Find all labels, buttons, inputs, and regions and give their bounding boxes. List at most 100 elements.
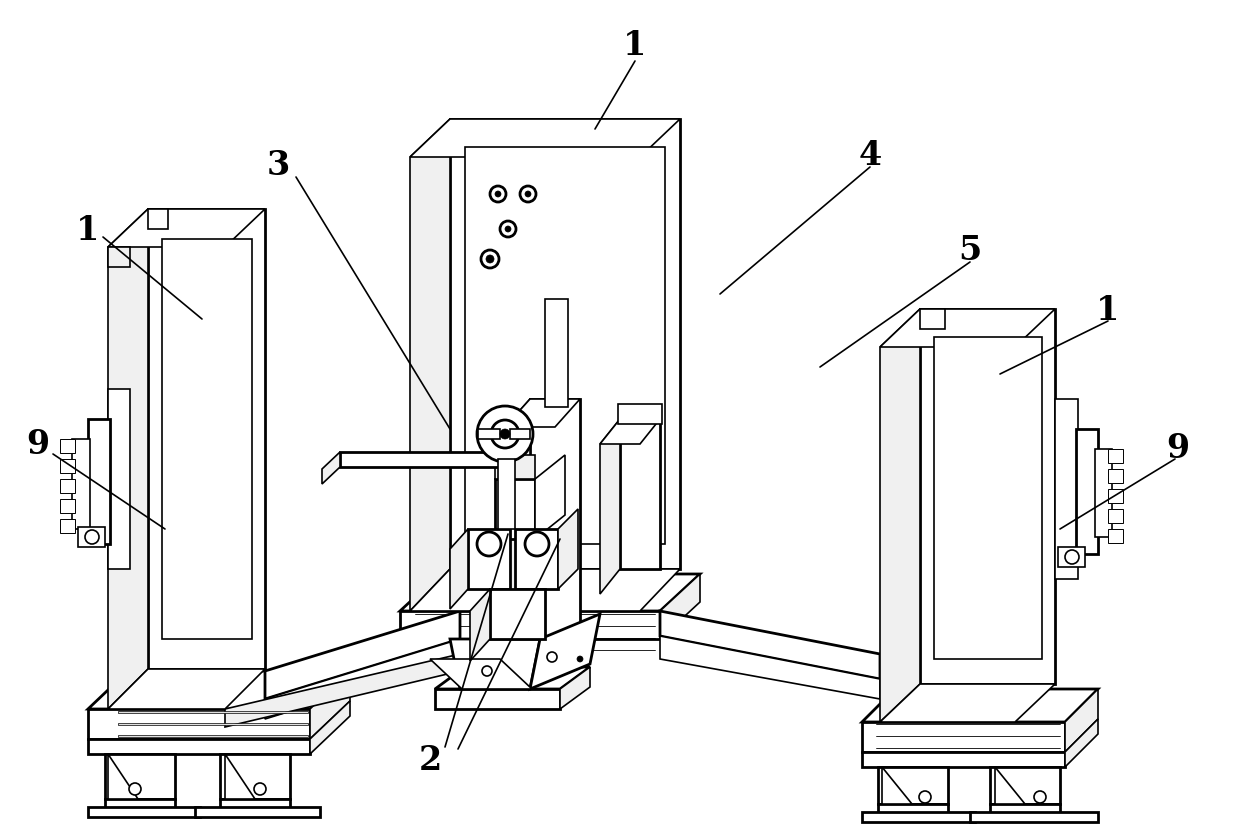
Polygon shape: [600, 420, 660, 445]
Polygon shape: [410, 570, 680, 611]
Circle shape: [254, 783, 267, 795]
Polygon shape: [1109, 509, 1123, 523]
Polygon shape: [118, 723, 308, 725]
Circle shape: [129, 783, 141, 795]
Polygon shape: [435, 689, 560, 709]
Polygon shape: [450, 529, 467, 609]
Polygon shape: [224, 754, 255, 799]
Polygon shape: [862, 689, 1097, 722]
Polygon shape: [60, 440, 74, 454]
Polygon shape: [108, 669, 265, 709]
Polygon shape: [1095, 450, 1112, 537]
Circle shape: [919, 791, 931, 803]
Polygon shape: [1076, 430, 1097, 554]
Polygon shape: [340, 452, 505, 468]
Polygon shape: [505, 400, 580, 427]
Polygon shape: [878, 767, 949, 804]
Polygon shape: [495, 479, 534, 539]
Circle shape: [525, 532, 549, 556]
Polygon shape: [88, 420, 110, 544]
Text: 3: 3: [267, 148, 290, 181]
Polygon shape: [510, 430, 529, 440]
Polygon shape: [450, 639, 539, 689]
Polygon shape: [498, 460, 515, 529]
Polygon shape: [118, 735, 308, 737]
Polygon shape: [934, 338, 1042, 659]
Circle shape: [505, 227, 511, 233]
Polygon shape: [265, 611, 460, 699]
Polygon shape: [862, 812, 975, 822]
Polygon shape: [990, 767, 1060, 804]
Polygon shape: [880, 310, 920, 722]
Polygon shape: [495, 455, 534, 479]
Circle shape: [577, 657, 583, 662]
Polygon shape: [1109, 469, 1123, 484]
Polygon shape: [490, 590, 546, 639]
Polygon shape: [60, 460, 74, 474]
Polygon shape: [78, 527, 105, 547]
Circle shape: [481, 251, 498, 268]
Polygon shape: [534, 455, 565, 539]
Polygon shape: [467, 529, 510, 590]
Polygon shape: [108, 389, 130, 570]
Polygon shape: [118, 711, 308, 713]
Polygon shape: [1058, 547, 1085, 567]
Polygon shape: [310, 701, 350, 754]
Circle shape: [500, 222, 516, 238]
Polygon shape: [880, 310, 1055, 348]
Polygon shape: [529, 400, 580, 639]
Polygon shape: [1109, 489, 1123, 503]
Polygon shape: [105, 754, 175, 799]
Text: 9: 9: [26, 428, 50, 461]
Polygon shape: [108, 754, 138, 799]
Polygon shape: [410, 120, 450, 611]
Polygon shape: [546, 300, 568, 407]
Polygon shape: [88, 709, 310, 739]
Polygon shape: [72, 440, 91, 529]
Polygon shape: [660, 611, 880, 679]
Polygon shape: [60, 519, 74, 533]
Polygon shape: [1055, 400, 1078, 580]
Circle shape: [495, 192, 501, 198]
Polygon shape: [224, 654, 460, 727]
Circle shape: [491, 421, 520, 449]
Polygon shape: [88, 739, 310, 754]
Polygon shape: [108, 248, 130, 267]
Polygon shape: [401, 611, 660, 639]
Circle shape: [1065, 551, 1079, 565]
Circle shape: [525, 192, 531, 198]
Polygon shape: [60, 499, 74, 513]
Polygon shape: [505, 400, 529, 667]
Circle shape: [490, 187, 506, 203]
Polygon shape: [920, 310, 1055, 684]
Polygon shape: [88, 807, 200, 817]
Circle shape: [86, 531, 99, 544]
Polygon shape: [88, 672, 350, 709]
Polygon shape: [105, 799, 175, 809]
Polygon shape: [465, 148, 665, 544]
Polygon shape: [660, 636, 880, 699]
Polygon shape: [1065, 720, 1097, 767]
Polygon shape: [162, 240, 252, 639]
Text: 5: 5: [959, 233, 982, 266]
Circle shape: [477, 407, 533, 463]
Polygon shape: [322, 452, 340, 484]
Polygon shape: [529, 614, 600, 689]
Polygon shape: [862, 752, 1065, 767]
Text: 1: 1: [624, 28, 647, 61]
Polygon shape: [148, 209, 167, 229]
Polygon shape: [430, 659, 532, 689]
Polygon shape: [990, 804, 1060, 814]
Polygon shape: [600, 420, 620, 595]
Circle shape: [486, 256, 494, 263]
Polygon shape: [515, 529, 558, 590]
Polygon shape: [148, 209, 265, 669]
Polygon shape: [435, 667, 590, 689]
Polygon shape: [994, 767, 1025, 804]
Polygon shape: [880, 684, 1055, 722]
Polygon shape: [450, 120, 680, 570]
Circle shape: [482, 667, 492, 676]
Polygon shape: [970, 812, 1097, 822]
Circle shape: [547, 652, 557, 662]
Circle shape: [1034, 791, 1047, 803]
